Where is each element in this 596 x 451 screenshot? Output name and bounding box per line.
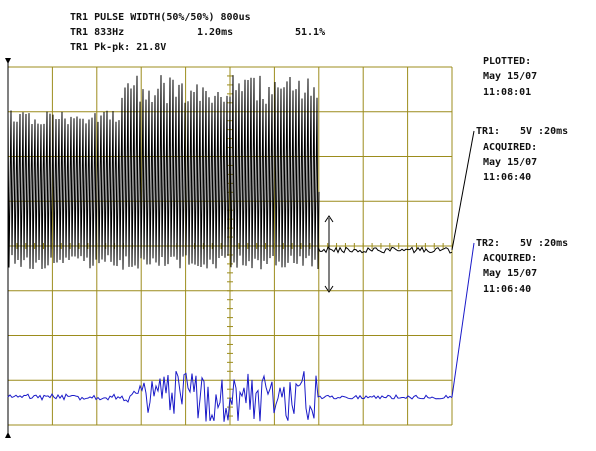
plotted-label: PLOTTED: (483, 56, 531, 67)
plotted-time: 11:08:01 (483, 87, 531, 98)
acquired-label: ACQUIRED: (483, 253, 537, 264)
trace-1-link (451, 130, 475, 251)
trace-scale: 5V :20ms (520, 238, 568, 249)
measurement: TR1 PULSE WIDTH(50%/50%) 800us (70, 12, 251, 23)
bottom-marker (5, 432, 11, 438)
frequency: TR1 833Hz (70, 27, 124, 38)
amplitude-arrow (324, 215, 334, 293)
trace-1-waveform (7, 75, 453, 270)
trace-name: TR2: (476, 238, 500, 249)
pk-pk: TR1 Pk-pk: 21.8V (70, 42, 166, 53)
period: 1.20ms (197, 27, 233, 38)
trace-name: TR1: (476, 126, 500, 137)
trace-scale: 5V :20ms (520, 126, 568, 137)
acquired-date: May 15/07 (483, 268, 537, 279)
acquired-label: ACQUIRED: (483, 142, 537, 153)
duty: 51.1% (295, 27, 325, 38)
acquired-date: May 15/07 (483, 157, 537, 168)
plotted-date: May 15/07 (483, 71, 537, 82)
top-marker (5, 58, 11, 64)
trace-2-link (451, 242, 475, 398)
trace-2-waveform (7, 370, 453, 422)
acquired-time: 11:06:40 (483, 172, 531, 183)
acquired-time: 11:06:40 (483, 284, 531, 295)
